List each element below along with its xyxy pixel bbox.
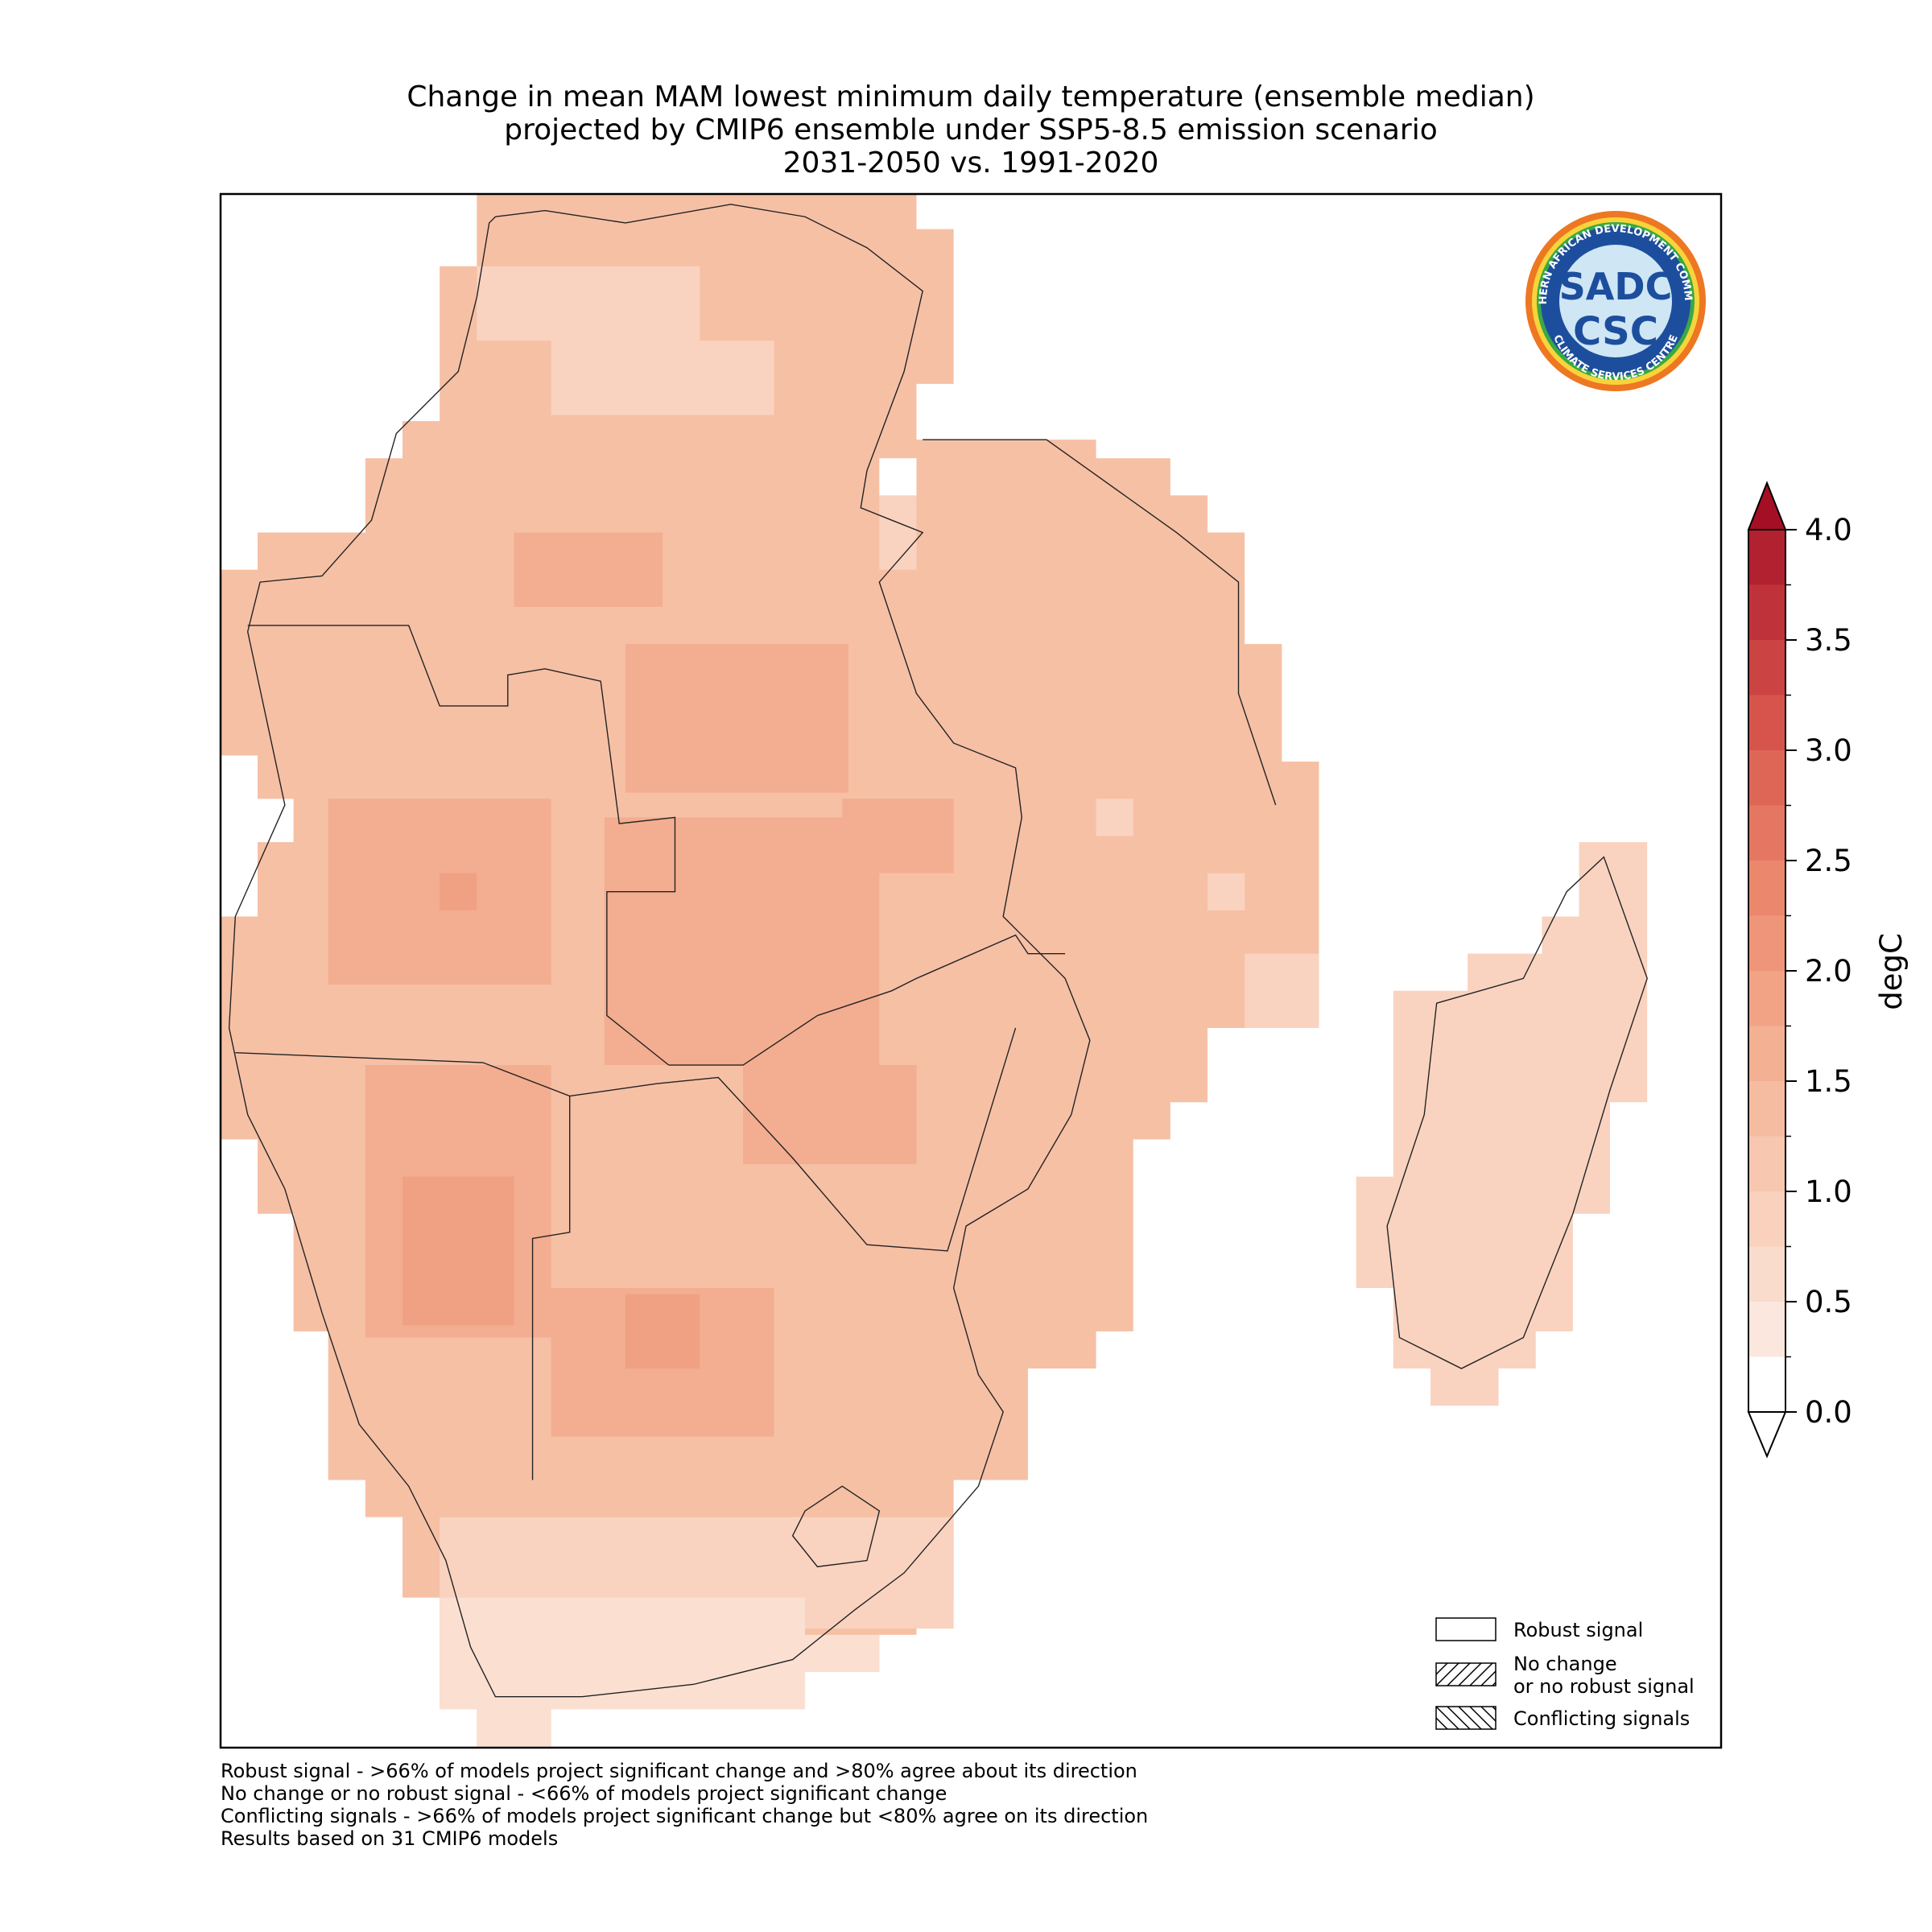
- logo-lower: CSC: [1573, 309, 1658, 354]
- colorbar-tick-label: 1.5: [1805, 1064, 1852, 1099]
- colorbar-tick-label: 4.0: [1805, 513, 1852, 547]
- borders: [228, 204, 1648, 1698]
- colorbar-band: [1748, 640, 1785, 696]
- colorbar-band: [1748, 750, 1785, 806]
- darker-cells: [328, 532, 954, 1437]
- logo-center: [1559, 245, 1672, 357]
- legend-swatch: [1435, 1617, 1496, 1641]
- legend-label: Robust signal: [1513, 1619, 1643, 1641]
- colorbar-tick-label: 2.5: [1805, 844, 1852, 878]
- colorbar-band: [1748, 1246, 1785, 1302]
- madagascar: [1356, 842, 1648, 1406]
- logo: [1525, 211, 1706, 391]
- colorbar-tick-label: 1.0: [1805, 1174, 1852, 1209]
- colorbar-tick-label: 3.5: [1805, 623, 1852, 658]
- colorbar-band: [1748, 1356, 1785, 1412]
- footnote: Robust signal - >66% of models project s…: [221, 1760, 1137, 1782]
- footnote: No change or no robust signal - <66% of …: [221, 1782, 947, 1805]
- colorbar-band: [1748, 695, 1785, 750]
- map-frame: [219, 192, 1723, 1749]
- title-line: Change in mean MAM lowest minimum daily …: [407, 80, 1534, 114]
- title-line: 2031-2050 vs. 1991-2020: [783, 147, 1159, 180]
- colorbar-label: degC: [1874, 933, 1909, 1010]
- colorbar-tick-label: 0.5: [1805, 1285, 1852, 1319]
- legend-label: Conflicting signals: [1513, 1707, 1690, 1730]
- colorbar-band: [1748, 1302, 1785, 1357]
- colorbar-over: [1747, 481, 1787, 530]
- colorbar-band: [1748, 1081, 1785, 1137]
- legend-label: or no robust signal: [1513, 1675, 1695, 1698]
- darkest-cells: [402, 873, 700, 1369]
- map: [220, 194, 1648, 1747]
- south-coast: [440, 1597, 880, 1747]
- legend-swatch: [1435, 1706, 1496, 1730]
- colorbar-tick-label: 3.0: [1805, 733, 1852, 768]
- title-line: projected by CMIP6 ensemble under SSP5-8…: [504, 114, 1438, 147]
- colorbar-band: [1748, 1191, 1785, 1247]
- lighter-cells: [440, 266, 1319, 1629]
- colorbar-band: [1748, 530, 1785, 585]
- colorbar-band: [1748, 971, 1785, 1026]
- colorbar-under: [1747, 1411, 1787, 1459]
- colorbar-band: [1748, 1136, 1785, 1191]
- colorbar-band: [1748, 584, 1785, 640]
- legend-label: No change: [1513, 1653, 1617, 1675]
- lake-gap: [879, 458, 917, 496]
- colorbar-tick-label: 0.0: [1805, 1395, 1852, 1430]
- colorbar-band: [1748, 915, 1785, 971]
- colorbar-band: [1748, 861, 1785, 916]
- colorbar-tick-label: 2.0: [1805, 954, 1852, 989]
- colorbar-band: [1748, 805, 1785, 861]
- logo-upper: SADC: [1559, 265, 1673, 308]
- footnote: Results based on 31 CMIP6 models: [221, 1827, 558, 1850]
- footnote: Conflicting signals - >66% of models pro…: [221, 1805, 1148, 1827]
- legend-swatch: [1435, 1662, 1496, 1686]
- colorbar-band: [1748, 1026, 1785, 1081]
